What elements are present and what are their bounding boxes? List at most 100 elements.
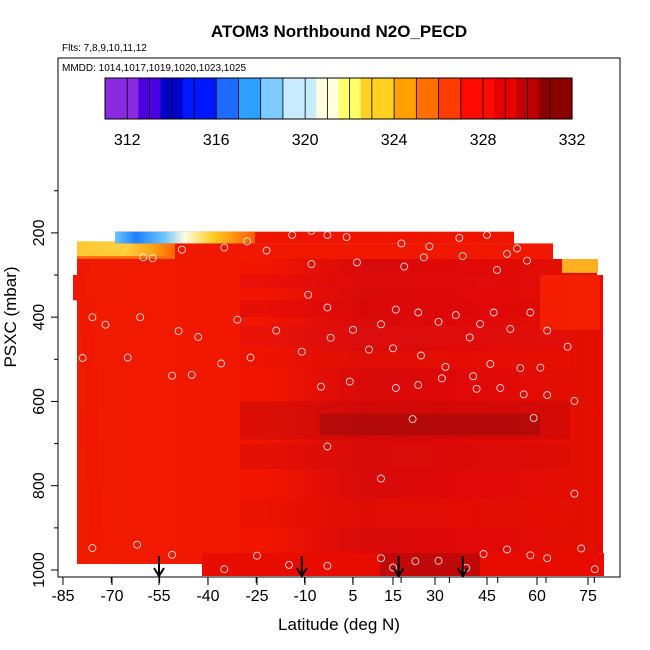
sample-point: [414, 308, 423, 317]
sample-point: [391, 305, 400, 314]
colorbar-tick-label: 312: [114, 132, 141, 149]
sample-point: [246, 353, 255, 362]
curtain-orange-row: [77, 256, 175, 260]
sample-point: [523, 256, 531, 265]
x-tick-label: 30: [426, 588, 444, 605]
curtain-band: [240, 443, 570, 469]
curtain-edge-right: [595, 275, 603, 554]
colorbar-cell: [127, 78, 139, 119]
sample-point: [543, 554, 552, 563]
sample-point: [297, 347, 306, 356]
sample-point: [133, 540, 142, 549]
sample-point: [570, 489, 579, 498]
sample-point: [353, 258, 361, 267]
colorbar-cell: [305, 78, 317, 119]
sample-point: [233, 315, 242, 324]
colorbar-tick-label: 328: [470, 132, 497, 149]
colorbar-cell: [193, 78, 206, 119]
sample-point: [326, 333, 335, 342]
sample-point: [139, 253, 148, 262]
sample-point: [465, 333, 474, 342]
curtain-edge-left: [87, 367, 99, 410]
flights-label: Flts: 7,8,9,10,11,12: [62, 43, 147, 54]
sample-point: [220, 565, 229, 574]
sample-point: [451, 311, 460, 320]
sample-point: [397, 239, 406, 248]
sample-point: [377, 474, 385, 483]
colorbar-cell: [382, 78, 395, 119]
colorbar-cell: [449, 78, 462, 119]
colorbar-cell: [327, 78, 340, 119]
x-tick-label: 75: [579, 588, 597, 605]
sample-point: [323, 561, 332, 570]
sample-point: [536, 363, 545, 372]
colorbar-cell: [238, 78, 251, 119]
x-tick-label: 60: [528, 588, 546, 605]
colorbar-cell: [538, 78, 551, 119]
sample-point: [563, 342, 572, 351]
latitude-arrow-head: [153, 567, 165, 578]
sample-point: [136, 313, 145, 322]
sample-point: [411, 557, 420, 566]
curtain-edge-left: [87, 443, 99, 486]
curtain-orange-patch: [562, 259, 598, 273]
x-axis: -85 -70 -55 -40 -25 -10 5 15 30 45 60 75: [51, 577, 597, 605]
sample-point: [389, 563, 397, 572]
curtain-yellow-band: [77, 241, 175, 257]
sample-point: [519, 390, 528, 399]
curtain-top-row: [115, 231, 514, 244]
sample-point: [365, 345, 373, 354]
sample-point: [168, 550, 177, 559]
curtain-band: [240, 300, 570, 318]
sample-point: [342, 233, 351, 242]
y-tick-label: 400: [31, 304, 48, 331]
x-axis-label: Latitude (deg N): [278, 615, 400, 634]
colorbar-cell: [171, 78, 184, 119]
colorbar-tick-label: 324: [381, 132, 408, 149]
sample-point: [253, 551, 261, 560]
sample-point: [78, 354, 87, 362]
colorbar-cell: [460, 78, 473, 119]
curtain-edge-left: [89, 485, 101, 528]
x-tick-label: -70: [100, 588, 123, 605]
colorbar-cell: [427, 78, 440, 119]
sample-point: [526, 308, 535, 317]
sample-point: [88, 313, 97, 322]
latitude-arrow-head: [295, 567, 308, 578]
colorbar-tick-label: 332: [559, 132, 586, 149]
y-tick-label: 1000: [31, 552, 48, 588]
sample-point: [389, 344, 397, 353]
sample-point: [513, 244, 521, 253]
x-tick-label: 5: [349, 588, 358, 605]
sample-point: [476, 319, 485, 328]
colorbar-cell: [527, 78, 540, 119]
sample-point: [377, 554, 385, 563]
sample-point: [101, 320, 110, 329]
sample-point: [174, 327, 183, 336]
sample-point: [349, 325, 357, 334]
sample-point: [272, 326, 281, 335]
sample-point: [323, 231, 332, 239]
curtain-band: [240, 325, 570, 347]
x-tick-label: -25: [245, 588, 268, 605]
curtain-edge-left: [80, 300, 92, 330]
sample-point: [455, 233, 464, 242]
curtain-plot: [73, 220, 604, 576]
latitude-arrows: [153, 556, 469, 578]
curtain-edge-left: [88, 527, 100, 554]
colorbar-cell: [549, 78, 562, 119]
sample-point: [187, 370, 196, 379]
colorbar-cell: [516, 78, 529, 119]
sample-point: [496, 384, 505, 392]
sample-point: [503, 249, 511, 258]
sample-point: [148, 254, 157, 263]
sample-point: [177, 245, 186, 254]
colorbar-cell: [260, 78, 273, 119]
sample-point: [123, 353, 132, 362]
curtain-band: [240, 275, 570, 288]
sample-point: [262, 246, 271, 255]
x-tick-label: -10: [293, 588, 316, 605]
sample-point: [345, 377, 354, 386]
sample-point: [101, 233, 110, 242]
sample-point: [288, 231, 297, 239]
